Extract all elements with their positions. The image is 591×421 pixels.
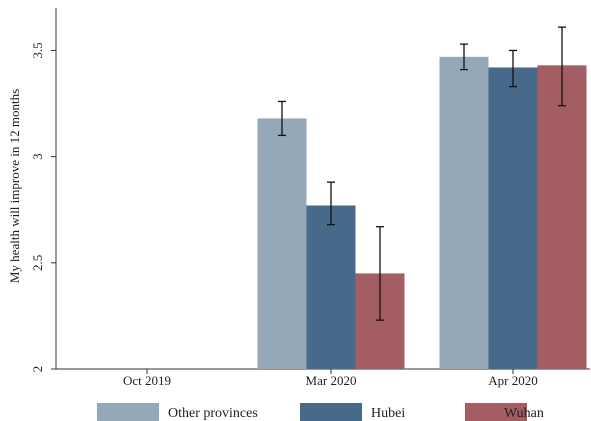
legend-swatch (97, 403, 159, 421)
legend-label: Other provinces (168, 406, 258, 421)
y-tick-label: 3.5 (30, 42, 45, 58)
bar (537, 65, 587, 369)
y-axis-label: My health will improve in 12 months (7, 89, 22, 283)
bar (439, 56, 489, 369)
y-tick-label: 3 (30, 153, 45, 160)
bar (257, 118, 307, 370)
x-tick-label: Oct 2019 (123, 373, 171, 388)
legend: Other provinces Hubei Wuhan (97, 403, 544, 421)
x-tick-label: Apr 2020 (488, 373, 537, 388)
legend-label: Wuhan (504, 406, 544, 421)
axes-layer: 2 2.5 3 3.5 My health will improve in 12 mon… (7, 8, 590, 388)
legend-swatch (300, 403, 362, 421)
bar (488, 67, 538, 369)
legend-label: Hubei (371, 406, 405, 421)
error-bars-layer (278, 26, 566, 321)
y-tick-label: 2 (30, 366, 45, 373)
legend-swatch (465, 403, 527, 421)
x-tick-label: Mar 2020 (306, 373, 357, 388)
bars-layer (257, 56, 587, 370)
bar (306, 205, 356, 369)
y-tick-label: 2.5 (30, 255, 45, 271)
